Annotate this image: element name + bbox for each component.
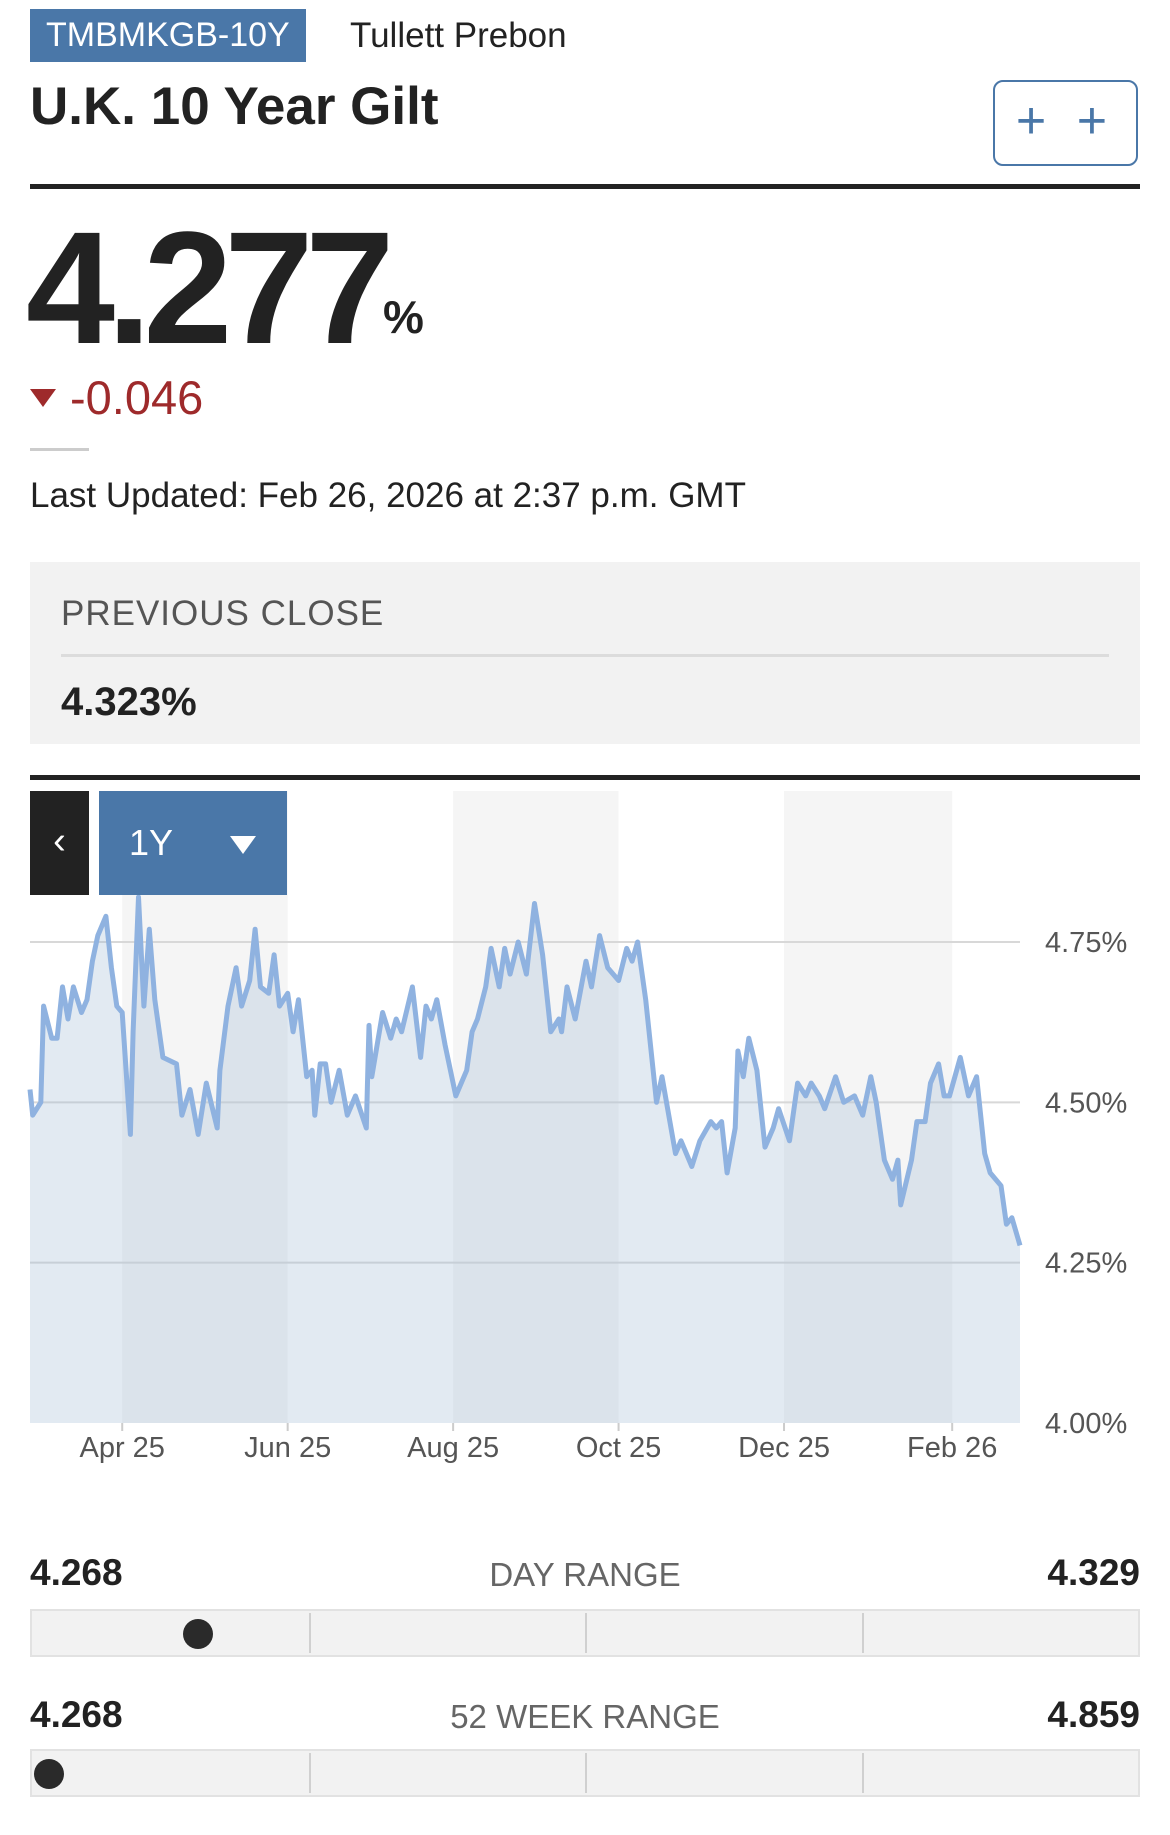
week52-range-title: 52 WEEK RANGE — [450, 1698, 720, 1735]
x-tick-label: Jun 25 — [244, 1432, 331, 1464]
x-tick-label: Feb 26 — [907, 1432, 997, 1464]
day-range-low: 4.268 — [30, 1552, 123, 1593]
range-label: 1Y — [129, 822, 174, 863]
previous-close-value: 4.323% — [61, 680, 197, 724]
x-tick-label: Aug 25 — [407, 1432, 499, 1464]
ticker-badge: TMBMKGB-10Y — [30, 9, 306, 62]
y-tick-label: 4.25% — [1045, 1248, 1127, 1280]
quote-price: 4.277 — [26, 198, 394, 377]
down-arrow-icon — [30, 388, 56, 407]
chart-divider — [30, 775, 1140, 780]
yield-chart: 4.75% 4.50% 4.25% 4.00% Apr 25 Jun 25 Aug 25 O… — [27, 791, 1127, 1464]
day-range-title: DAY RANGE — [489, 1556, 681, 1593]
x-tick-label: Dec 25 — [738, 1432, 830, 1464]
y-tick-label: 4.75% — [1045, 927, 1127, 959]
previous-close-label: PREVIOUS CLOSE — [61, 594, 385, 633]
chart-area — [30, 897, 1020, 1423]
previous-close-panel: PREVIOUS CLOSE 4.323% — [30, 562, 1140, 744]
day-range-high: 4.329 — [1047, 1552, 1140, 1593]
quote-unit: % — [383, 291, 424, 343]
data-source: Tullett Prebon — [350, 16, 567, 55]
x-tick-label: Oct 25 — [576, 1432, 661, 1464]
range-dropdown[interactable]: 1Y — [99, 791, 287, 895]
page-title: U.K. 10 Year Gilt — [30, 77, 439, 136]
y-tick-label: 4.00% — [1045, 1408, 1127, 1440]
x-tick-label: Apr 25 — [79, 1432, 164, 1464]
day-range-marker — [182, 1619, 213, 1649]
week52-range-marker — [33, 1759, 64, 1789]
day-range-bar — [30, 1609, 1140, 1657]
divider — [30, 448, 89, 451]
change-value: -0.046 — [70, 371, 204, 424]
y-tick-label: 4.50% — [1045, 1087, 1127, 1119]
header-divider — [30, 184, 1140, 189]
caret-down-icon — [230, 836, 256, 854]
week52-range-bar — [30, 1749, 1140, 1797]
week52-range-high: 4.859 — [1047, 1694, 1140, 1735]
chart-band — [453, 791, 619, 1423]
divider — [61, 654, 1109, 657]
quote-change: -0.046 — [30, 370, 203, 425]
chart-band — [784, 791, 953, 1423]
week52-range-low: 4.268 — [30, 1694, 123, 1735]
chevron-left-icon[interactable]: ‹ — [30, 791, 89, 895]
chart-line — [27, 894, 1023, 1247]
last-updated: Last Updated: Feb 26, 2026 at 2:37 p.m. … — [30, 476, 746, 515]
add-to-watchlist-button[interactable]: + + — [993, 80, 1138, 166]
